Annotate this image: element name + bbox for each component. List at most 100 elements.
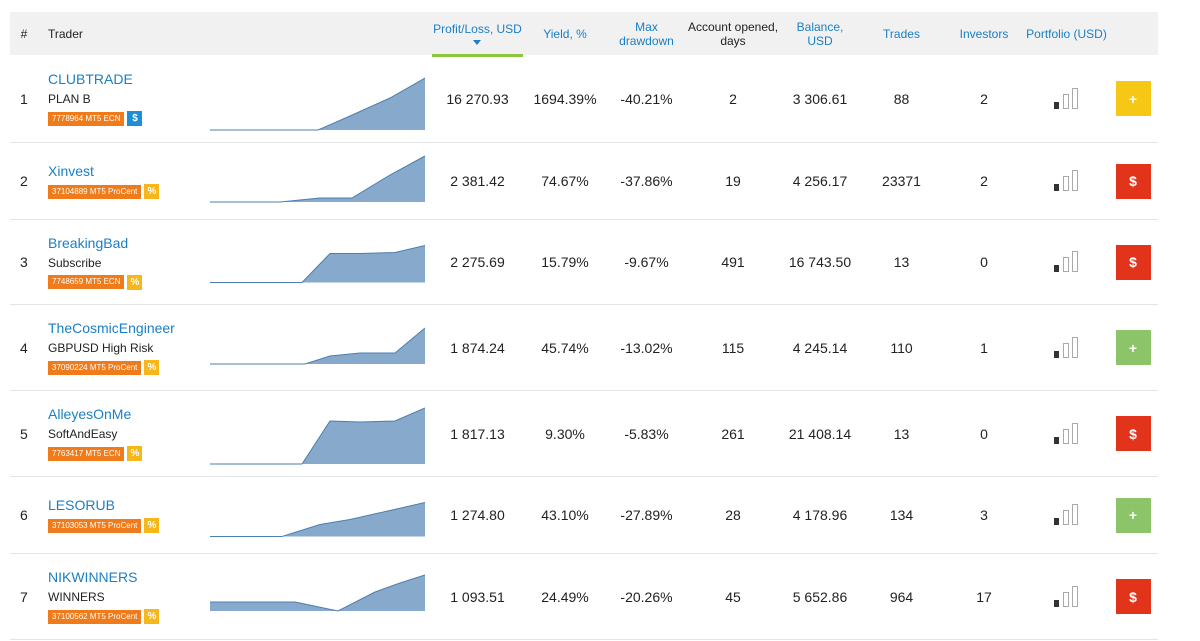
trader-name[interactable]: Xinvest: [48, 163, 94, 179]
header-label: Profit/Loss, USD: [433, 22, 522, 36]
investors-value: 1: [980, 339, 988, 356]
investors-value: 3: [980, 507, 988, 523]
drawdown-cell: -5.83%: [607, 391, 686, 476]
drawdown-value: -27.89%: [620, 507, 673, 523]
trades-value: 13: [893, 425, 910, 442]
sparkline: [210, 407, 425, 465]
table-row: 1 CLUBTRADE PLAN B 7778964 MT5 ECN $16 270.9…: [10, 55, 1158, 143]
action-button[interactable]: +: [1115, 330, 1151, 365]
sparkline-line: [210, 407, 425, 465]
header-label: Yield, %: [543, 26, 587, 41]
opened-value: 491: [721, 254, 745, 270]
drawdown-value: -40.21%: [620, 90, 673, 107]
investors-cell: 0: [943, 391, 1025, 476]
trades-value: 110: [890, 339, 913, 356]
sparkline-line: [210, 327, 425, 365]
portfolio-bar: [1062, 93, 1069, 109]
trader-plan: GBPUSD High Risk: [48, 341, 154, 355]
drawdown-cell: -20.26%: [607, 554, 686, 639]
header-cell: Profit/Loss, USD: [432, 12, 523, 55]
action-button[interactable]: $: [1115, 163, 1151, 199]
trader-name[interactable]: CLUBTRADE: [48, 71, 133, 87]
trader-plan: PLAN B: [48, 92, 91, 106]
trades-value: 13: [893, 254, 910, 270]
sparkline: [210, 327, 425, 365]
action-button[interactable]: +: [1115, 497, 1151, 533]
header-label: Investors: [959, 26, 1009, 41]
portfolio-bar: [1062, 428, 1069, 444]
profit-cell: 1 817.13: [432, 391, 523, 476]
opened-value: 28: [725, 507, 741, 523]
trader-name[interactable]: TheCosmicEngineer: [48, 320, 175, 336]
rank-cell: 2: [10, 143, 48, 219]
drawdown-cell: -9.67%: [607, 220, 686, 304]
investors-value: 0: [980, 254, 988, 270]
account-type-icon: %: [127, 446, 143, 461]
sort-arrow: [473, 40, 482, 45]
drawdown-cell: -37.86%: [607, 143, 686, 219]
portfolio-bar: [1062, 257, 1069, 272]
trader-name[interactable]: AlleyesOnMe: [48, 406, 132, 422]
header-cell: Portfolio (USD): [1025, 12, 1108, 55]
sparkline: [210, 155, 425, 202]
opened-value: 45: [725, 588, 741, 605]
header-cell: Max drawdown: [607, 12, 686, 55]
account-type-icon: %: [127, 274, 143, 290]
balance-cell: 4 245.14: [780, 305, 860, 390]
action-button[interactable]: $: [1115, 579, 1151, 614]
profit-cell: 1 274.80: [432, 477, 523, 553]
trader-cell: TheCosmicEngineer GBPUSD High Risk 3709022…: [48, 305, 175, 390]
sparkline-line: [210, 244, 425, 283]
trader-name[interactable]: BreakingBad: [48, 234, 129, 251]
sparkline: [210, 244, 425, 283]
opened-cell: 2: [686, 55, 780, 142]
action-button[interactable]: $: [1115, 244, 1151, 280]
account-type-icon: %: [144, 518, 160, 533]
trader-name[interactable]: NIKWINNERS: [48, 569, 138, 585]
balance-cell: 4 178.96: [780, 477, 860, 553]
investors-cell: 17: [943, 554, 1025, 639]
yield-cell: 9.30%: [523, 391, 607, 476]
trader-plan: Subscribe: [48, 255, 102, 270]
sparkline-area: [210, 575, 425, 611]
portfolio-bar: [1071, 336, 1078, 358]
portfolio-icon: [1053, 87, 1078, 109]
balance-value: 3 306.61: [792, 90, 848, 107]
trader-plan: WINNERS: [48, 590, 105, 604]
investors-value: 0: [980, 425, 988, 442]
trader-name[interactable]: LESORUB: [48, 497, 115, 513]
action-button[interactable]: +: [1115, 81, 1151, 116]
account-badge: 7778964 MT5 ECN: [48, 111, 125, 126]
trades-cell: 110: [860, 305, 943, 390]
portfolio-icon: [1053, 336, 1078, 358]
account-badges: 37100562 MT5 ProCent%: [48, 609, 160, 624]
rank: 1: [20, 90, 28, 107]
action-button[interactable]: $: [1115, 416, 1151, 451]
trades-cell: 134: [860, 477, 943, 553]
investors-cell: 1: [943, 305, 1025, 390]
account-badges: 37104889 MT5 ProCent%: [48, 184, 160, 199]
portfolio-bar: [1053, 101, 1059, 109]
balance-value: 21 408.14: [788, 425, 852, 442]
account-type-icon: %: [144, 360, 160, 375]
account-badges: 7763417 MT5 ECN%: [48, 446, 143, 461]
investors-cell: 2: [943, 55, 1025, 142]
table-row: 4 TheCosmicEngineer GBPUSD High Risk 370902…: [10, 305, 1158, 391]
action-cell: $: [1108, 554, 1158, 639]
sparkline-area: [210, 408, 425, 464]
investors-cell: 0: [943, 220, 1025, 304]
profit-value: 1 874.24: [450, 339, 505, 356]
rank: 5: [20, 425, 28, 442]
sparkline-area: [210, 502, 425, 536]
header-label: Trades: [883, 26, 920, 41]
opened-cell: 261: [686, 391, 780, 476]
action-cell: +: [1108, 55, 1158, 142]
yield-cell: 15.79%: [523, 220, 607, 304]
investors-value: 2: [980, 173, 988, 189]
account-badge: 37090224 MT5 ProCent: [48, 360, 142, 375]
rank: 7: [20, 588, 28, 605]
yield-value: 15.79%: [541, 254, 589, 270]
portfolio-cell: [1025, 220, 1108, 304]
portfolio-cell: [1025, 477, 1108, 553]
balance-value: 4 245.14: [792, 339, 848, 356]
